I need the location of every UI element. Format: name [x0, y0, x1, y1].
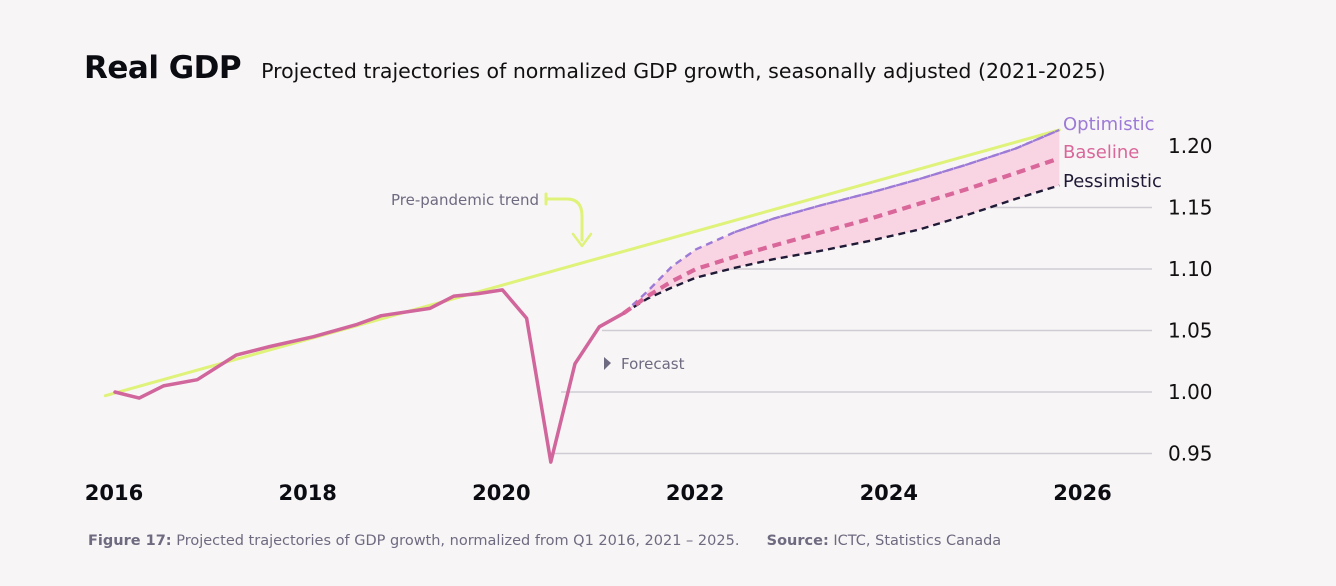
legend-pessimistic: Pessimistic	[1063, 171, 1162, 192]
x-tick-label: 2020	[472, 481, 530, 505]
trend-annotation-label: Pre-pandemic trend	[391, 191, 539, 209]
series-layer	[103, 128, 1061, 464]
trend-annotation-arrow	[544, 192, 584, 242]
x-tick-label: 2016	[85, 481, 143, 505]
y-tick-label: 1.15	[1168, 196, 1213, 220]
series-baseline	[622, 156, 1060, 316]
chart-subtitle: Projected trajectories of normalized GDP…	[261, 59, 1106, 83]
x-axis: 2016 2018 2020 2022 2024 2026	[85, 481, 1112, 505]
legend: Optimistic Baseline Pessimistic	[1063, 114, 1162, 192]
y-tick-label: 1.10	[1168, 257, 1213, 281]
legend-optimistic: Optimistic	[1063, 114, 1155, 135]
y-tick-label: 1.20	[1168, 134, 1213, 158]
series-optimistic-overlay	[734, 128, 1060, 234]
series-pessimistic	[622, 184, 1060, 315]
y-axis: 0.95 1.00 1.05 1.10 1.15 1.20	[1168, 134, 1213, 466]
y-tick-label: 0.95	[1168, 442, 1213, 466]
scenario-band	[623, 130, 1060, 314]
source-text: ICTC, Statistics Canada	[833, 533, 1002, 549]
x-tick-label: 2024	[860, 481, 918, 505]
x-tick-label: 2018	[278, 481, 336, 505]
figure-label: Figure 17:	[88, 533, 172, 549]
figure-text: Projected trajectories of GDP growth, no…	[176, 533, 740, 549]
series-historical	[113, 288, 626, 464]
x-tick-label: 2026	[1053, 481, 1111, 505]
grid-layer	[548, 206, 1152, 455]
gdp-chart: 0.95 1.00 1.05 1.10 1.15 1.20 2016 2018 2020 202…	[85, 114, 1213, 505]
x-tick-label: 2022	[666, 481, 724, 505]
chart-header: Real GDP Projected trajectories of norma…	[84, 50, 1106, 86]
series-pre-pandemic-trend	[103, 128, 1061, 398]
trend-arrowhead-icon	[571, 232, 593, 248]
figure-caption: Figure 17: Projected trajectories of GDP…	[88, 533, 1001, 549]
chart-title: Real GDP	[84, 50, 242, 86]
forecast-triangle-icon	[604, 357, 611, 370]
legend-baseline: Baseline	[1063, 142, 1139, 163]
y-tick-label: 1.00	[1168, 380, 1213, 404]
y-tick-label: 1.05	[1168, 319, 1213, 343]
forecast-annotation-label: Forecast	[621, 355, 685, 373]
source-label: Source:	[766, 533, 829, 549]
